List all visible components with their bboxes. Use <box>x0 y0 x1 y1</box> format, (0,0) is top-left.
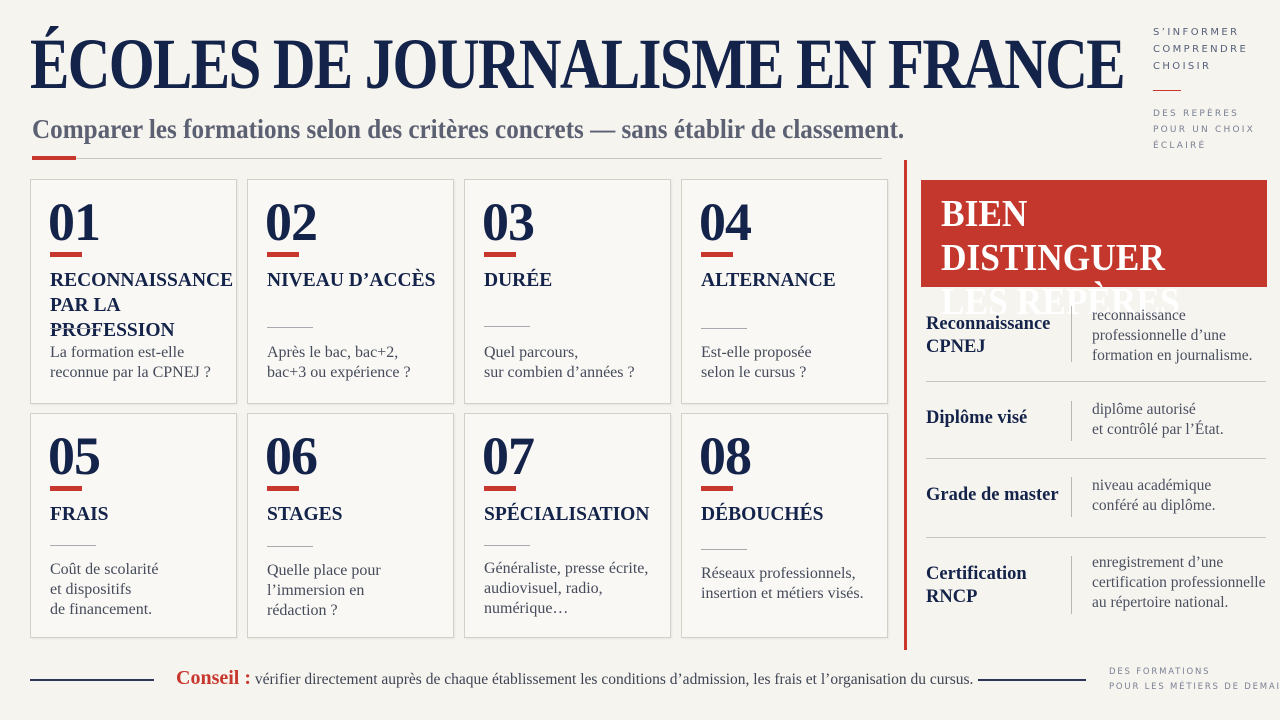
card-accent-bar <box>701 252 733 257</box>
definition-divider <box>1071 401 1072 441</box>
definition-text: niveau académique conféré au diplôme. <box>1092 477 1216 514</box>
card-divider <box>701 328 747 329</box>
card-divider <box>267 327 313 328</box>
card-description: Après le bac, bac+2, bac+3 ou expérience… <box>267 344 411 381</box>
definition-divider <box>1071 477 1072 517</box>
panel-title: BIEN DISTINGUER LES REPÈRES <box>941 193 1180 323</box>
footer-advice: Conseil : vérifier directement auprès de… <box>176 667 973 691</box>
definition-text: reconnaissance professionnelle d’une for… <box>1092 307 1253 364</box>
card-description: La formation est-elle reconnue par la CP… <box>50 344 211 381</box>
card-accent-bar <box>50 252 82 257</box>
definition-divider <box>1071 306 1072 362</box>
definition-text: diplôme autorisé et contrôlé par l’État. <box>1092 401 1224 438</box>
side-tagline-top: S’INFORMER COMPRENDRE CHOISIR <box>1153 24 1248 75</box>
card-accent-bar <box>701 486 733 491</box>
definition-row: Diplôme visé diplôme autorisé et contrôl… <box>926 399 1266 443</box>
criterion-card-08: 08 DÉBOUCHÉS Réseaux professionnels, ins… <box>681 413 888 638</box>
definition-row: Reconnaissance CPNEJ reconnaissance prof… <box>926 306 1266 366</box>
card-description: Est-elle proposée selon le cursus ? <box>701 344 812 381</box>
definition-row: Grade de master niveau académique confér… <box>926 475 1266 519</box>
side-tagline-line: COMPRENDRE <box>1153 44 1249 55</box>
side-tagline-line: POUR UN CHOIX <box>1153 125 1255 135</box>
card-accent-bar <box>484 486 516 491</box>
definition-term: Reconnaissance CPNEJ <box>926 314 1051 357</box>
card-description: Coût de scolarité et dispositifs de fina… <box>50 561 159 618</box>
card-title: STAGES <box>267 504 343 525</box>
title-divider <box>76 158 882 159</box>
criterion-card-01: 01 RECONNAISSANCE PAR LA PROFESSION La f… <box>30 179 237 404</box>
card-description: Généraliste, presse écrite, audiovisuel,… <box>484 560 649 617</box>
criterion-card-06: 06 STAGES Quelle place pour l’immersion … <box>247 413 454 638</box>
card-title: RECONNAISSANCE PAR LA PROFESSION <box>50 270 234 341</box>
card-divider <box>701 549 747 550</box>
card-description: Quelle place pour l’immersion en rédacti… <box>267 562 381 619</box>
card-divider <box>50 545 96 546</box>
vertical-separator <box>904 160 907 650</box>
footer-rule-right <box>978 679 1086 681</box>
panel-header: BIEN DISTINGUER LES REPÈRES <box>921 180 1267 323</box>
card-title: DURÉE <box>484 270 553 291</box>
definition-text: enregistrement d’une certification profe… <box>1092 554 1266 611</box>
footer-tagline-line: DES FORMATIONS <box>1109 667 1211 677</box>
card-divider <box>484 326 530 327</box>
footer-rule-left <box>30 679 154 681</box>
definition-term: Grade de master <box>926 485 1059 505</box>
criterion-card-04: 04 ALTERNANCE Est-elle proposée selon le… <box>681 179 888 404</box>
card-accent-bar <box>484 252 516 257</box>
card-description: Réseaux professionnels, insertion et mét… <box>701 565 864 602</box>
footer-text: vérifier directement auprès de chaque ét… <box>254 671 974 688</box>
card-number: 02 <box>265 192 318 252</box>
card-accent-bar <box>267 252 299 257</box>
footer-label: Conseil : <box>176 667 251 689</box>
footer-tagline-line: POUR LES MÉTIERS DE DEMAIN <box>1109 682 1280 692</box>
card-title: NIVEAU D’ACCÈS <box>267 270 436 291</box>
card-number: 06 <box>265 426 318 486</box>
card-number: 08 <box>699 426 752 486</box>
definition-separator <box>926 458 1266 459</box>
definition-row: Certification RNCP enregistrement d’une … <box>926 553 1266 617</box>
page-title: ÉCOLES DE JOURNALISME EN FRANCE <box>30 24 1126 104</box>
definition-term: Certification RNCP <box>926 564 1027 607</box>
criterion-card-03: 03 DURÉE Quel parcours, sur combien d’an… <box>464 179 671 404</box>
card-description: Quel parcours, sur combien d’années ? <box>484 344 635 381</box>
side-tagline-line: DES REPÈRES <box>1153 109 1240 119</box>
card-accent-bar <box>50 486 82 491</box>
card-number: 05 <box>48 426 101 486</box>
title-accent-bar <box>32 156 76 160</box>
footer-tagline: DES FORMATIONS POUR LES MÉTIERS DE DEMAI… <box>1109 665 1280 695</box>
criterion-card-07: 07 SPÉCIALISATION Généraliste, presse éc… <box>464 413 671 638</box>
page-subtitle: Comparer les formations selon des critèr… <box>32 114 905 144</box>
card-number: 01 <box>48 192 101 252</box>
card-title: ALTERNANCE <box>701 270 836 291</box>
card-number: 03 <box>482 192 535 252</box>
card-divider <box>484 545 530 546</box>
definition-separator <box>926 381 1266 382</box>
side-tagline-line: CHOISIR <box>1153 61 1212 72</box>
side-tagline-line: ÉCLAIRÉ <box>1153 141 1207 151</box>
criterion-card-02: 02 NIVEAU D’ACCÈS Après le bac, bac+2, b… <box>247 179 454 404</box>
side-tagline-middle: DES REPÈRES POUR UN CHOIX ÉCLAIRÉ <box>1153 106 1255 154</box>
card-divider <box>50 328 96 329</box>
side-tagline-line: S’INFORMER <box>1153 27 1240 38</box>
card-title: FRAIS <box>50 504 109 525</box>
card-title: DÉBOUCHÉS <box>701 504 824 525</box>
card-divider <box>267 546 313 547</box>
card-title: SPÉCIALISATION <box>484 504 650 525</box>
side-tagline-divider <box>1153 90 1181 91</box>
definition-separator <box>926 537 1266 538</box>
definition-divider <box>1071 556 1072 614</box>
card-number: 07 <box>482 426 535 486</box>
criterion-card-05: 05 FRAIS Coût de scolarité et dispositif… <box>30 413 237 638</box>
definition-term: Diplôme visé <box>926 408 1028 428</box>
card-number: 04 <box>699 192 752 252</box>
card-accent-bar <box>267 486 299 491</box>
